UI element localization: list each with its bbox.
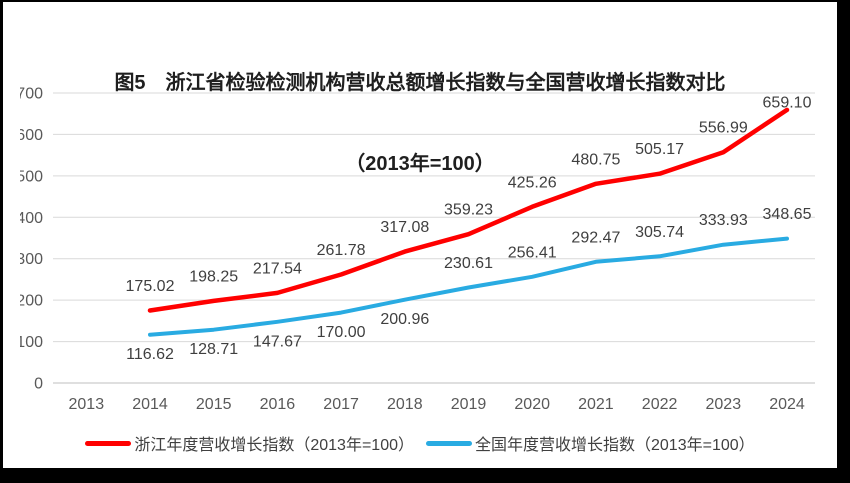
legend-line-swatch-red (85, 440, 132, 446)
data-label: 556.99 (699, 120, 748, 137)
y-tick-label: 600 (20, 127, 43, 144)
data-label: 305.74 (635, 224, 684, 241)
y-tick-label: 100 (20, 334, 43, 351)
data-label: 230.61 (444, 255, 493, 272)
x-tick-label: 2023 (706, 396, 742, 413)
x-tick-label: 2021 (578, 396, 614, 413)
data-label: 256.41 (508, 244, 557, 261)
chart-title: 图5 浙江省检验检测机构营收总额增长指数与全国营收增长指数对比 （2013年=1… (3, 16, 837, 232)
x-tick-label: 2014 (132, 396, 168, 413)
data-label: 425.26 (508, 174, 557, 191)
data-label: 128.71 (189, 341, 238, 358)
data-label: 480.75 (571, 151, 620, 168)
y-tick-label: 0 (34, 376, 43, 393)
legend-label-national: 全国年度营收增长指数（2013年=100） (475, 437, 755, 454)
data-label: 261.78 (317, 242, 366, 259)
x-tick-label: 2022 (642, 396, 678, 413)
legend-line-swatch-blue (426, 440, 472, 446)
data-label: 170.00 (317, 324, 366, 341)
chart-title-line2: （2013年=100） (345, 153, 495, 175)
y-tick-label: 200 (20, 293, 43, 310)
data-label: 175.02 (126, 278, 175, 295)
chart-canvas: 图5 浙江省检验检测机构营收总额增长指数与全国营收增长指数对比 （2013年=1… (3, 2, 837, 468)
data-label: 147.67 (253, 333, 302, 350)
y-tick-label: 400 (20, 210, 43, 227)
data-label: 317.08 (380, 219, 429, 236)
data-label: 198.25 (189, 268, 238, 285)
x-tick-label: 2020 (514, 396, 550, 413)
y-tick-label: 700 (20, 86, 43, 103)
x-tick-label: 2015 (196, 396, 232, 413)
x-tick-label: 2016 (260, 396, 296, 413)
x-tick-label: 2017 (323, 396, 359, 413)
data-label: 659.10 (763, 95, 812, 112)
data-label: 116.62 (126, 346, 174, 363)
legend-item-zhejiang: 浙江年度营收增长指数（2013年=100） (85, 431, 414, 455)
x-tick-label: 2019 (451, 396, 487, 413)
data-label: 359.23 (444, 202, 493, 219)
data-label: 348.65 (763, 206, 812, 223)
series-line-zhejiang (147, 107, 790, 313)
data-label: 292.47 (571, 229, 620, 246)
x-tick-label: 2018 (387, 396, 423, 413)
chart-title-line1: 图5 浙江省检验检测机构营收总额增长指数与全国营收增长指数对比 (114, 72, 726, 94)
legend-label-zhejiang: 浙江年度营收增长指数（2013年=100） (134, 437, 414, 454)
x-tick-label: 2024 (769, 396, 805, 413)
data-label: 200.96 (380, 311, 429, 328)
legend-item-national: 全国年度营收增长指数（2013年=100） (426, 431, 755, 455)
data-label: 333.93 (699, 212, 748, 229)
data-label: 505.17 (635, 141, 684, 158)
data-label: 217.54 (253, 260, 302, 277)
y-tick-label: 300 (20, 251, 43, 268)
x-tick-label: 2013 (69, 396, 105, 413)
chart-legend: 浙江年度营收增长指数（2013年=100） 全国年度营收增长指数（2013年=1… (3, 432, 837, 454)
y-tick-label: 500 (20, 168, 43, 185)
chart-plot-area: 0 100 200 300 400 500 600 700 2013 2014 2015 2016 20… (20, 86, 815, 413)
series-line-national (148, 236, 789, 337)
